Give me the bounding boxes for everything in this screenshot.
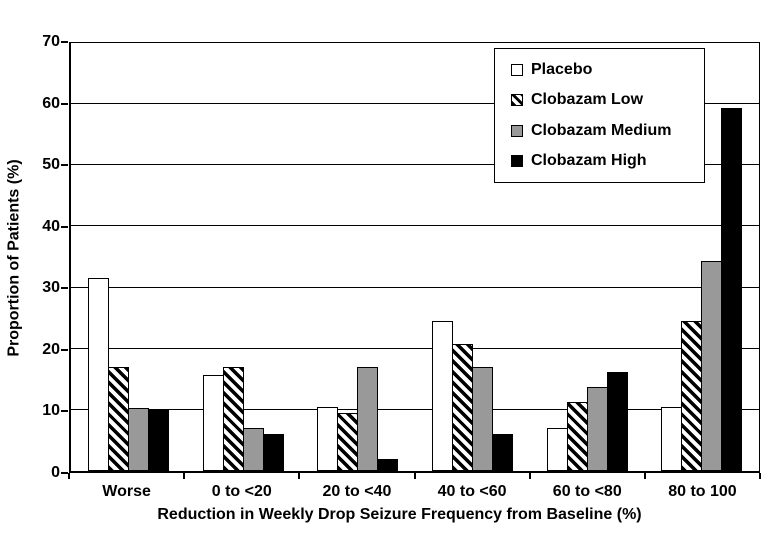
x-tick-mark-6 [759,473,761,479]
gridline-30 [71,286,759,288]
bar-clobazam-medium-2 [357,367,379,471]
x-tick-mark-3 [413,473,416,479]
y-tick-mark-0 [61,472,68,474]
bar-clobazam-low-0 [107,367,129,471]
bar-clobazam-medium-5 [701,261,723,471]
y-tick-mark-20 [61,348,68,351]
legend-marker-clobazam-medium-icon [511,124,523,137]
gridline-60 [71,103,759,105]
y-tick-label-0: 0 [51,464,60,481]
y-tick-label-50: 50 [42,156,60,174]
y-tick-label-20: 20 [42,340,60,358]
y-tick-label-60: 60 [42,94,60,112]
bar-group-0 [71,43,186,471]
bar-clobazam-medium-4 [586,386,608,471]
bar-clobazam-medium-3 [471,367,493,471]
x-axis-category-labels: Worse 0 to <20 20 to <40 40 to <60 60 to <80… [69,483,760,501]
x-category-label-5: 80 to 100 [668,483,737,500]
legend: Placebo Clobazam Low Clobazam Medium Clobaz… [494,48,705,183]
bar-clobazam-high-0 [147,409,169,471]
bar-placebo-5 [661,406,683,471]
x-tick-mark-1 [183,473,186,479]
x-category-label-0: Worse [102,483,151,500]
bar-clobazam-low-4 [566,401,588,471]
x-category-label-2: 20 to <40 [322,483,392,500]
bar-clobazam-medium-1 [242,428,264,471]
plot-area: Placebo Clobazam Low Clobazam Medium Clobaz… [69,42,760,473]
y-tick-mark-10 [61,410,68,413]
y-tick-mark-70 [61,41,68,43]
x-axis-title: Reduction in Weekly Drop Seizure Frequen… [157,506,642,523]
bar-group-3 [415,43,530,471]
bar-groups [71,43,759,471]
legend-row-clobazam-low: Clobazam Low [511,91,704,109]
bar-clobazam-low-3 [451,343,473,471]
legend-label-clobazam-medium: Clobazam Medium [531,121,672,139]
legend-label-clobazam-high: Clobazam High [531,151,647,169]
bar-placebo-4 [546,428,568,471]
y-tick-label-40: 40 [42,217,60,235]
legend-marker-placebo-icon [511,64,523,77]
bar-clobazam-low-2 [337,412,359,471]
y-tick-mark-40 [61,225,68,228]
bar-placebo-2 [317,406,339,471]
y-tick-mark-60 [61,102,68,105]
x-category-label-1: 0 to <20 [211,483,272,500]
bar-group-5 [644,43,759,471]
bar-placebo-0 [87,278,109,471]
y-tick-mark-30 [61,287,68,290]
legend-label-clobazam-low: Clobazam Low [531,91,644,109]
gridline-50 [71,164,759,166]
legend-row-clobazam-medium: Clobazam Medium [511,122,704,140]
bar-clobazam-high-3 [491,434,513,471]
bar-clobazam-medium-0 [127,408,149,471]
y-axis-title: Proportion of Patients (%) [6,158,24,357]
bar-clobazam-low-5 [681,321,703,471]
legend-row-clobazam-high: Clobazam High [511,152,704,170]
bar-group-2 [300,43,415,471]
bar-placebo-3 [431,321,453,471]
legend-row-placebo: Placebo [511,61,704,79]
x-tick-mark-0 [68,473,70,479]
gridline-40 [71,225,759,227]
x-tick-mark-2 [298,473,301,479]
y-tick-label-30: 30 [42,279,60,297]
bar-clobazam-low-1 [222,367,244,471]
bar-group-4 [530,43,645,471]
gridline-20 [71,347,759,349]
bar-clobazam-high-4 [606,371,628,471]
y-tick-label-10: 10 [42,402,60,420]
x-tick-mark-5 [643,473,646,479]
bar-group-1 [186,43,301,471]
y-tick-label-70: 70 [42,33,60,50]
bar-clobazam-high-2 [377,458,399,471]
x-category-label-3: 40 to <60 [437,483,507,500]
legend-marker-clobazam-high-icon [511,154,523,167]
gridline-10 [71,408,759,410]
x-tick-mark-4 [528,473,531,479]
legend-label-placebo: Placebo [531,61,593,79]
bar-clobazam-high-5 [721,108,743,471]
bar-placebo-1 [202,375,224,471]
bar-clobazam-high-1 [262,434,284,471]
x-category-label-4: 60 to <80 [552,483,622,500]
y-tick-mark-50 [61,164,68,167]
legend-marker-clobazam-low-icon [511,94,523,107]
y-axis-title-wrap: Proportion of Patients (%) [2,42,28,473]
